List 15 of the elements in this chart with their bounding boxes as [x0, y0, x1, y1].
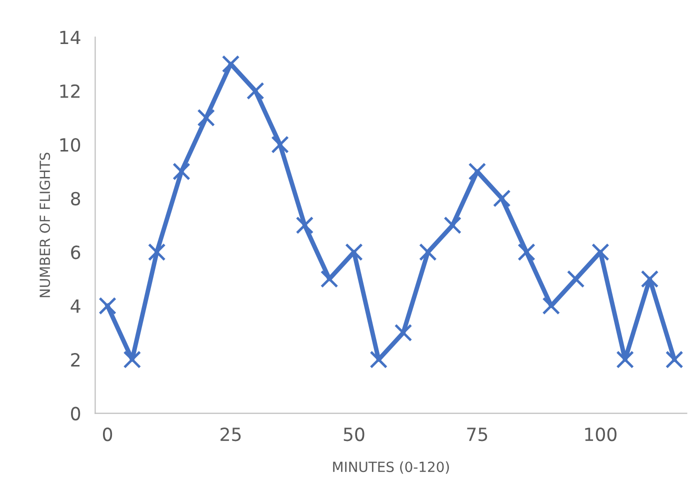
y-tick-label: 0 — [71, 406, 80, 420]
x-tick-label: 25 — [220, 428, 241, 442]
y-axis-title: NUMBER OF FLIGHTS — [40, 152, 50, 298]
y-tick-label: 10 — [60, 138, 80, 152]
y-tick-label: 14 — [60, 30, 80, 44]
x-axis-title: MINUTES (0-120) — [333, 461, 449, 474]
y-tick-label: 8 — [71, 192, 80, 206]
x-tick-label: 0 — [102, 428, 112, 442]
y-tick-label: 12 — [60, 84, 80, 98]
y-tick-label: 4 — [70, 300, 80, 313]
x-tick-label: 50 — [344, 428, 364, 442]
y-tick-label: 2 — [71, 353, 80, 366]
x-tick-label: 100 — [585, 428, 616, 442]
y-tick-label: 6 — [71, 246, 80, 260]
x-tick-label: 75 — [467, 428, 488, 442]
